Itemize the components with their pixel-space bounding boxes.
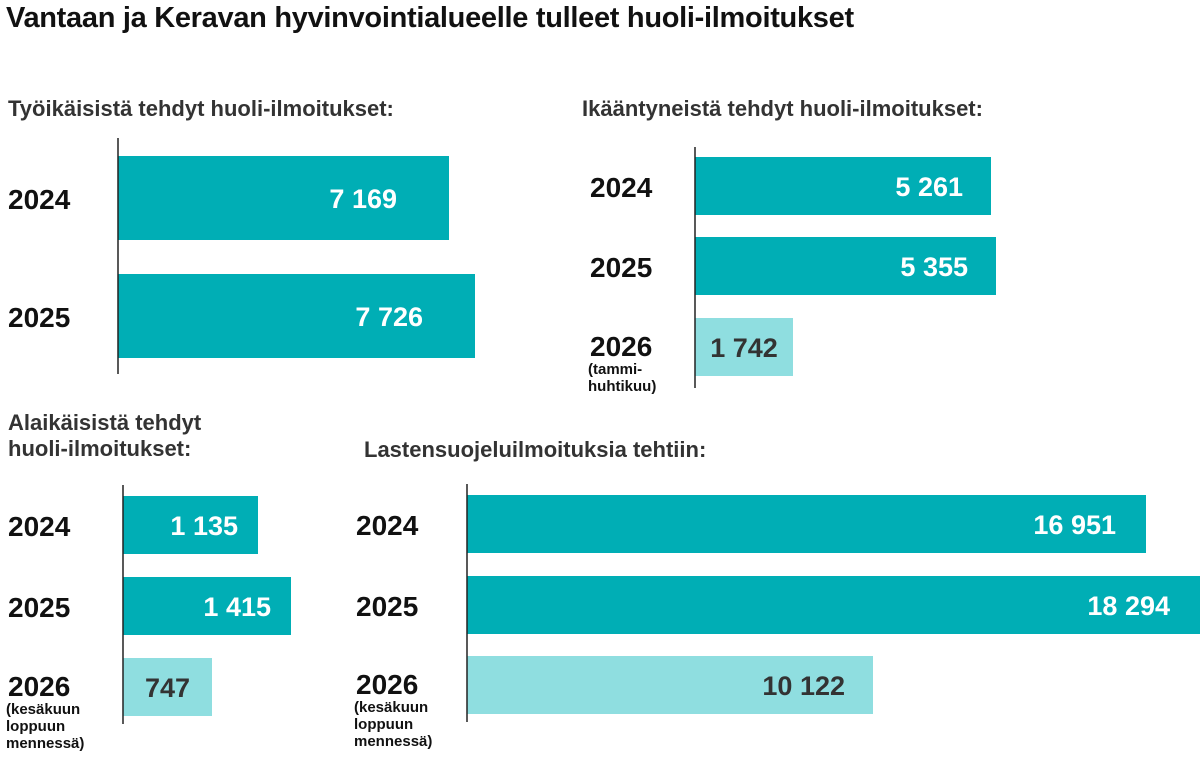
working-age-value-2025: 7 726 [355, 302, 423, 332]
child-welfare-bar-2026 [467, 656, 873, 714]
elderly-year-2024: 2024 [590, 172, 653, 203]
minors-bar-2024 [123, 496, 258, 554]
elderly-year-note-line: huhtikuu) [588, 378, 656, 395]
elderly-bar-2026 [695, 318, 793, 376]
panel-title-minors: Alaikäisistä tehdyt huoli-ilmoitukset: [8, 410, 202, 461]
panel-title-working-age: Työikäisistä tehdyt huoli-ilmoitukset: [8, 96, 394, 121]
working-age-year-2025: 2025 [8, 302, 70, 333]
minors-year-note-line: mennessä) [6, 735, 84, 752]
child-welfare-year-2026: 2026 [356, 669, 418, 700]
elderly-bar-2025 [695, 237, 996, 295]
elderly-bar-2024 [695, 157, 991, 215]
minors-value-2026: 747 [145, 673, 190, 703]
child-welfare-value-2024: 16 951 [1033, 510, 1116, 540]
elderly-value-2026: 1 742 [710, 333, 778, 363]
working-age-bar-2025 [118, 274, 475, 358]
child-welfare-year-note-line: mennessä) [354, 733, 432, 750]
main-title: Vantaan ja Keravan hyvinvointialueelle t… [6, 2, 854, 34]
minors-year-2024: 2024 [8, 511, 71, 542]
working-age-bar-2024 [118, 156, 449, 240]
minors-bar-2025 [123, 577, 291, 635]
child-welfare-year-note-line: loppuun [354, 716, 413, 733]
child-welfare-year-note-line: (kesäkuun [354, 699, 428, 716]
working-age-value-2024: 7 169 [329, 184, 397, 214]
minors-value-2025: 1 415 [203, 592, 271, 622]
child-welfare-year-2024: 2024 [356, 510, 419, 541]
elderly-year-2026: 2026 [590, 331, 652, 362]
minors-year-2025: 2025 [8, 592, 70, 623]
minors-value-2024: 1 135 [170, 511, 238, 541]
minors-bar-2026 [123, 658, 212, 716]
elderly-value-2024: 5 261 [895, 172, 963, 202]
minors-year-note-line: loppuun [6, 718, 65, 735]
elderly-year-note-line: (tammi- [588, 361, 642, 378]
panel-title-elderly: Ikääntyneistä tehdyt huoli-ilmoitukset: [582, 96, 983, 121]
minors-year-2026: 2026 [8, 671, 70, 702]
elderly-year-2025: 2025 [590, 252, 652, 283]
panel-title-child-welfare: Lastensuojeluilmoituksia tehtiin: [364, 437, 707, 462]
minors-year-note-line: (kesäkuun [6, 701, 80, 718]
child-welfare-value-2025: 18 294 [1087, 591, 1170, 621]
child-welfare-year-2025: 2025 [356, 591, 418, 622]
child-welfare-bar-2024 [467, 495, 1146, 553]
child-welfare-value-2026: 10 122 [762, 671, 845, 701]
child-welfare-bar-2025 [467, 576, 1200, 634]
elderly-value-2025: 5 355 [900, 252, 968, 282]
working-age-year-2024: 2024 [8, 184, 71, 215]
